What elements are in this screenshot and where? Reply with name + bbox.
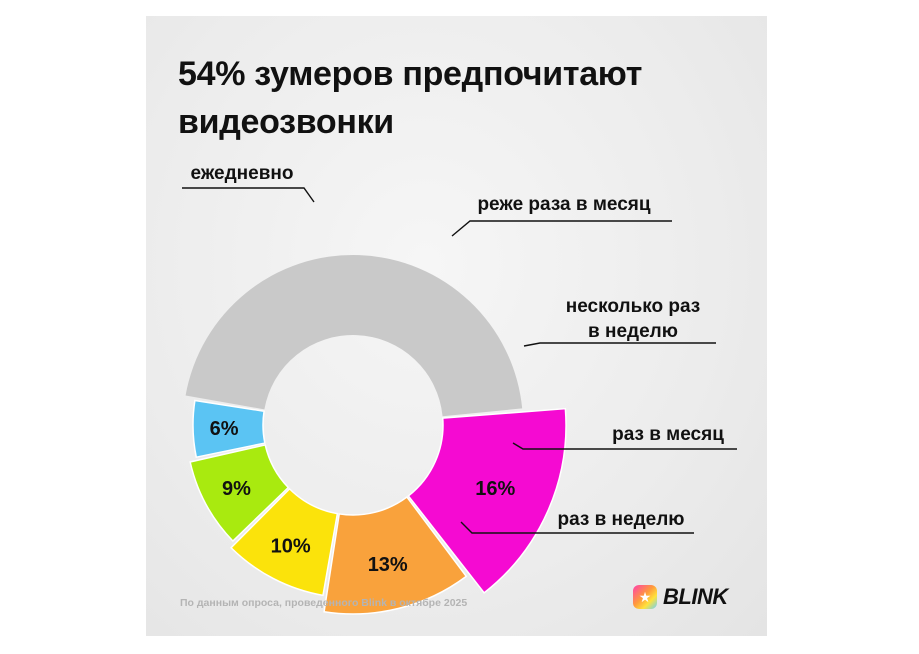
slice-value-label: 10% [271, 535, 311, 557]
donut-slice [192, 399, 266, 459]
donut-remainder-slice [185, 255, 523, 417]
slice-category-label: в неделю [588, 321, 678, 342]
slice-category-label: реже раза в месяц [477, 194, 650, 215]
title-line-1: 54% зумеров предпочитают [178, 55, 643, 93]
brand-name: BLINK [663, 584, 728, 609]
leader-line [460, 521, 694, 534]
source-footnote: По данным опроса, проведенного Blink в о… [180, 597, 468, 609]
slice-value-label: 6% [210, 418, 239, 440]
slice-value-label: 13% [368, 554, 408, 576]
title-line-2: видеозвонки [178, 103, 394, 141]
slice-value-label: 16% [475, 478, 515, 500]
leader-line [523, 342, 716, 347]
star-face-icon: ★ [633, 585, 657, 609]
page-title: 54% зумеров предпочитают видеозвонки [178, 50, 748, 146]
donut-slice [230, 487, 339, 597]
slice-category-label: раз в месяц [612, 424, 724, 445]
brand-logo: ★ BLINK [633, 584, 728, 610]
donut-slice [407, 407, 567, 594]
leader-line [512, 442, 737, 450]
leader-line [182, 187, 315, 203]
donut-slice [323, 496, 468, 615]
slice-category-label: раз в неделю [557, 509, 684, 530]
donut-slice [189, 444, 290, 543]
slice-value-label: 9% [222, 478, 251, 500]
slice-category-label: несколько раз [566, 296, 701, 317]
leader-line [451, 220, 672, 237]
slice-category-label: ежедневно [191, 163, 294, 184]
